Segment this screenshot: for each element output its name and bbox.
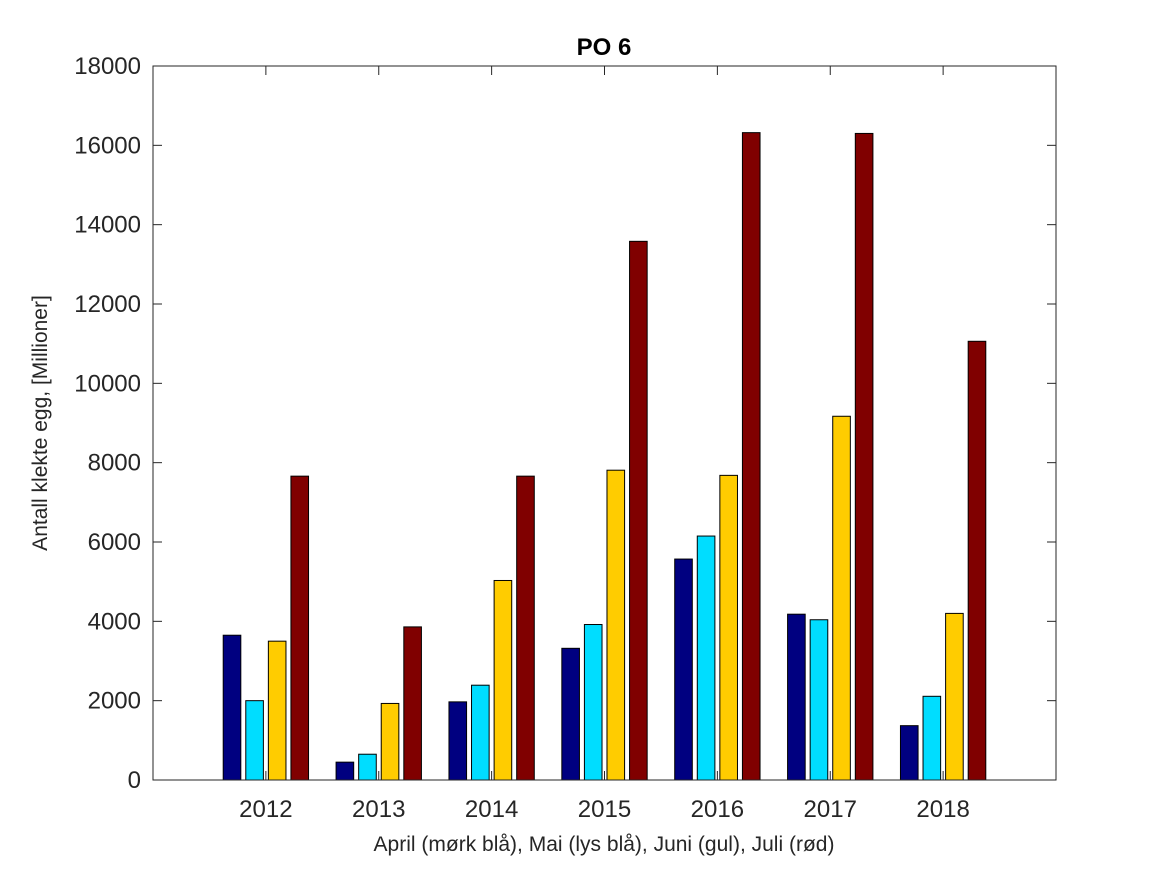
bar-2013-series-2 [358,753,377,781]
bar-2015-series-4 [629,240,648,781]
x-axis-label: April (mørk blå), Mai (lys blå), Juni (g… [374,833,835,856]
bar-2017-series-3 [832,415,851,781]
x-tick-label: 2013 [352,796,405,823]
x-tick-label: 2014 [465,796,518,823]
x-tick-label: 2016 [691,796,744,823]
bars-group [222,132,987,781]
bar-2016-series-1 [674,558,693,781]
bar-2017-series-2 [809,619,829,781]
y-tick-label: 8000 [88,450,141,477]
x-tick-label: 2018 [916,796,969,823]
bar-2013-series-4 [403,626,422,781]
x-axis-ticks: 2012 2013 2014 2015 2016 2017 2018 [239,66,970,823]
bar-2013-series-1 [335,761,355,781]
bar-2014-series-2 [471,684,490,781]
bar-2013-series-3 [380,702,400,781]
bar-2016-series-3 [719,474,738,781]
bar-2014-series-3 [493,579,513,781]
y-tick-label: 2000 [88,688,141,715]
y-tick-label: 12000 [74,291,141,318]
plot-area-frame [152,65,1057,781]
y-tick-label: 18000 [74,53,141,80]
x-tick-label: 2012 [239,796,292,823]
chart-title: PO 6 [577,34,632,61]
bar-2018-series-4 [967,340,987,781]
bar-2018-series-2 [922,695,942,781]
y-tick-label: 6000 [88,529,141,556]
y-tick-label: 4000 [88,608,141,635]
bar-2012-series-4 [290,475,310,781]
bar-2012-series-3 [267,640,287,781]
y-tick-label: 0 [128,767,141,794]
bar-2014-series-4 [516,475,535,781]
x-tick-label: 2017 [804,796,857,823]
y-tick-label: 10000 [74,370,141,397]
bar-2018-series-1 [899,725,919,781]
bar-2018-series-3 [945,612,964,781]
bar-2015-series-2 [583,624,603,781]
y-tick-label: 16000 [74,132,141,159]
bar-2017-series-4 [854,132,874,781]
bar-2016-series-2 [696,535,716,781]
x-tick-label: 2015 [578,796,631,823]
bar-2012-series-1 [222,634,242,781]
y-axis-label: Antall klekte egg, [Millioner] [29,295,52,551]
bar-2012-series-2 [245,700,264,781]
y-tick-label: 14000 [74,212,141,239]
bar-2015-series-3 [606,469,626,781]
bar-2015-series-1 [561,647,580,781]
bar-2017-series-1 [787,613,806,781]
bar-2016-series-4 [741,132,761,781]
bar-2014-series-1 [448,701,468,781]
y-axis-ticks: 0 2000 4000 6000 8000 10000 12000 14000 16000 180… [74,53,1056,794]
